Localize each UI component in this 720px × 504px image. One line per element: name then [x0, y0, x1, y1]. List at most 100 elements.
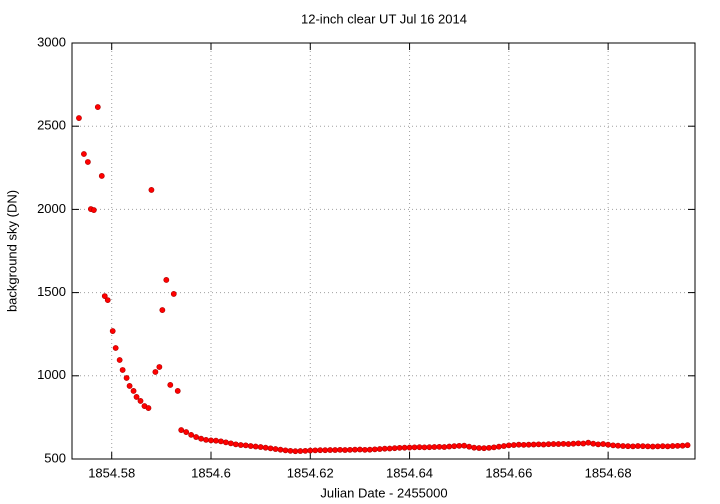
point [381, 445, 388, 452]
point [357, 446, 363, 453]
point [227, 440, 234, 447]
point [361, 446, 368, 453]
x-axis-label: Julian Date - 2455000 [320, 485, 447, 500]
point [669, 443, 676, 449]
point [580, 440, 587, 447]
chart-title: 12-inch clear UT Jul 16 2014 [301, 11, 467, 26]
point [76, 115, 82, 121]
point [639, 443, 646, 450]
point [152, 369, 159, 375]
point [130, 388, 137, 394]
y-tick-label: 2500 [37, 118, 66, 133]
point [307, 447, 314, 454]
point [112, 345, 119, 351]
point [178, 427, 185, 433]
point [174, 388, 181, 394]
point [90, 207, 97, 213]
y-axis-label: background sky (DN) [4, 190, 19, 312]
point [167, 382, 174, 388]
point [486, 444, 492, 451]
point [213, 437, 219, 444]
point [411, 444, 418, 451]
point [421, 444, 428, 451]
point [188, 431, 195, 438]
point [94, 104, 101, 110]
point [595, 441, 602, 448]
point [104, 297, 111, 303]
point [545, 441, 552, 448]
point [126, 383, 133, 389]
point [183, 429, 190, 435]
y-tick-label: 3000 [37, 34, 66, 49]
point [203, 436, 209, 443]
point [257, 444, 264, 450]
point [347, 446, 353, 453]
point [193, 434, 200, 440]
point [156, 364, 163, 370]
point [649, 443, 656, 450]
x-tick-label: 1854.6 [191, 465, 231, 480]
point [530, 441, 537, 448]
point [242, 442, 249, 449]
point [163, 277, 170, 283]
point [644, 443, 651, 450]
point [401, 444, 408, 451]
point [237, 442, 244, 448]
point [272, 446, 279, 452]
x-tick-label: 1854.68 [585, 465, 632, 480]
point [317, 447, 324, 454]
point [555, 441, 562, 447]
point [232, 441, 239, 448]
point [352, 446, 358, 453]
y-tick-label: 1000 [37, 367, 66, 382]
point [376, 446, 383, 452]
point [535, 441, 542, 448]
point [81, 151, 87, 157]
point [500, 443, 507, 449]
point [456, 442, 463, 449]
point [560, 440, 567, 447]
x-tick-label: 1854.66 [485, 465, 532, 480]
point [426, 444, 433, 451]
point [116, 357, 123, 363]
point [312, 447, 319, 454]
point [674, 442, 681, 449]
point [406, 444, 413, 451]
point [600, 441, 607, 447]
point [471, 444, 477, 451]
point [436, 443, 443, 450]
point [302, 447, 309, 454]
point [148, 187, 155, 193]
point [109, 328, 116, 334]
point [610, 442, 616, 449]
point [481, 445, 487, 452]
point [441, 444, 448, 450]
point [133, 394, 140, 400]
point [159, 307, 166, 313]
point [386, 445, 393, 452]
y-tick-label: 1500 [37, 284, 66, 299]
point [585, 439, 592, 446]
point [98, 173, 105, 179]
point [510, 442, 517, 448]
point [371, 446, 378, 453]
point [342, 447, 348, 453]
point [630, 443, 636, 450]
point [416, 444, 423, 451]
y-tick-label: 2000 [37, 201, 66, 216]
point [491, 444, 497, 451]
point [396, 444, 403, 451]
point [476, 445, 482, 451]
point [590, 440, 597, 447]
point [654, 443, 661, 450]
x-tick-label: 1854.64 [386, 465, 433, 480]
point [570, 440, 577, 447]
point [515, 441, 522, 448]
point [267, 445, 274, 452]
point [391, 445, 398, 452]
point [208, 437, 214, 444]
point [282, 447, 289, 454]
point [170, 291, 177, 297]
